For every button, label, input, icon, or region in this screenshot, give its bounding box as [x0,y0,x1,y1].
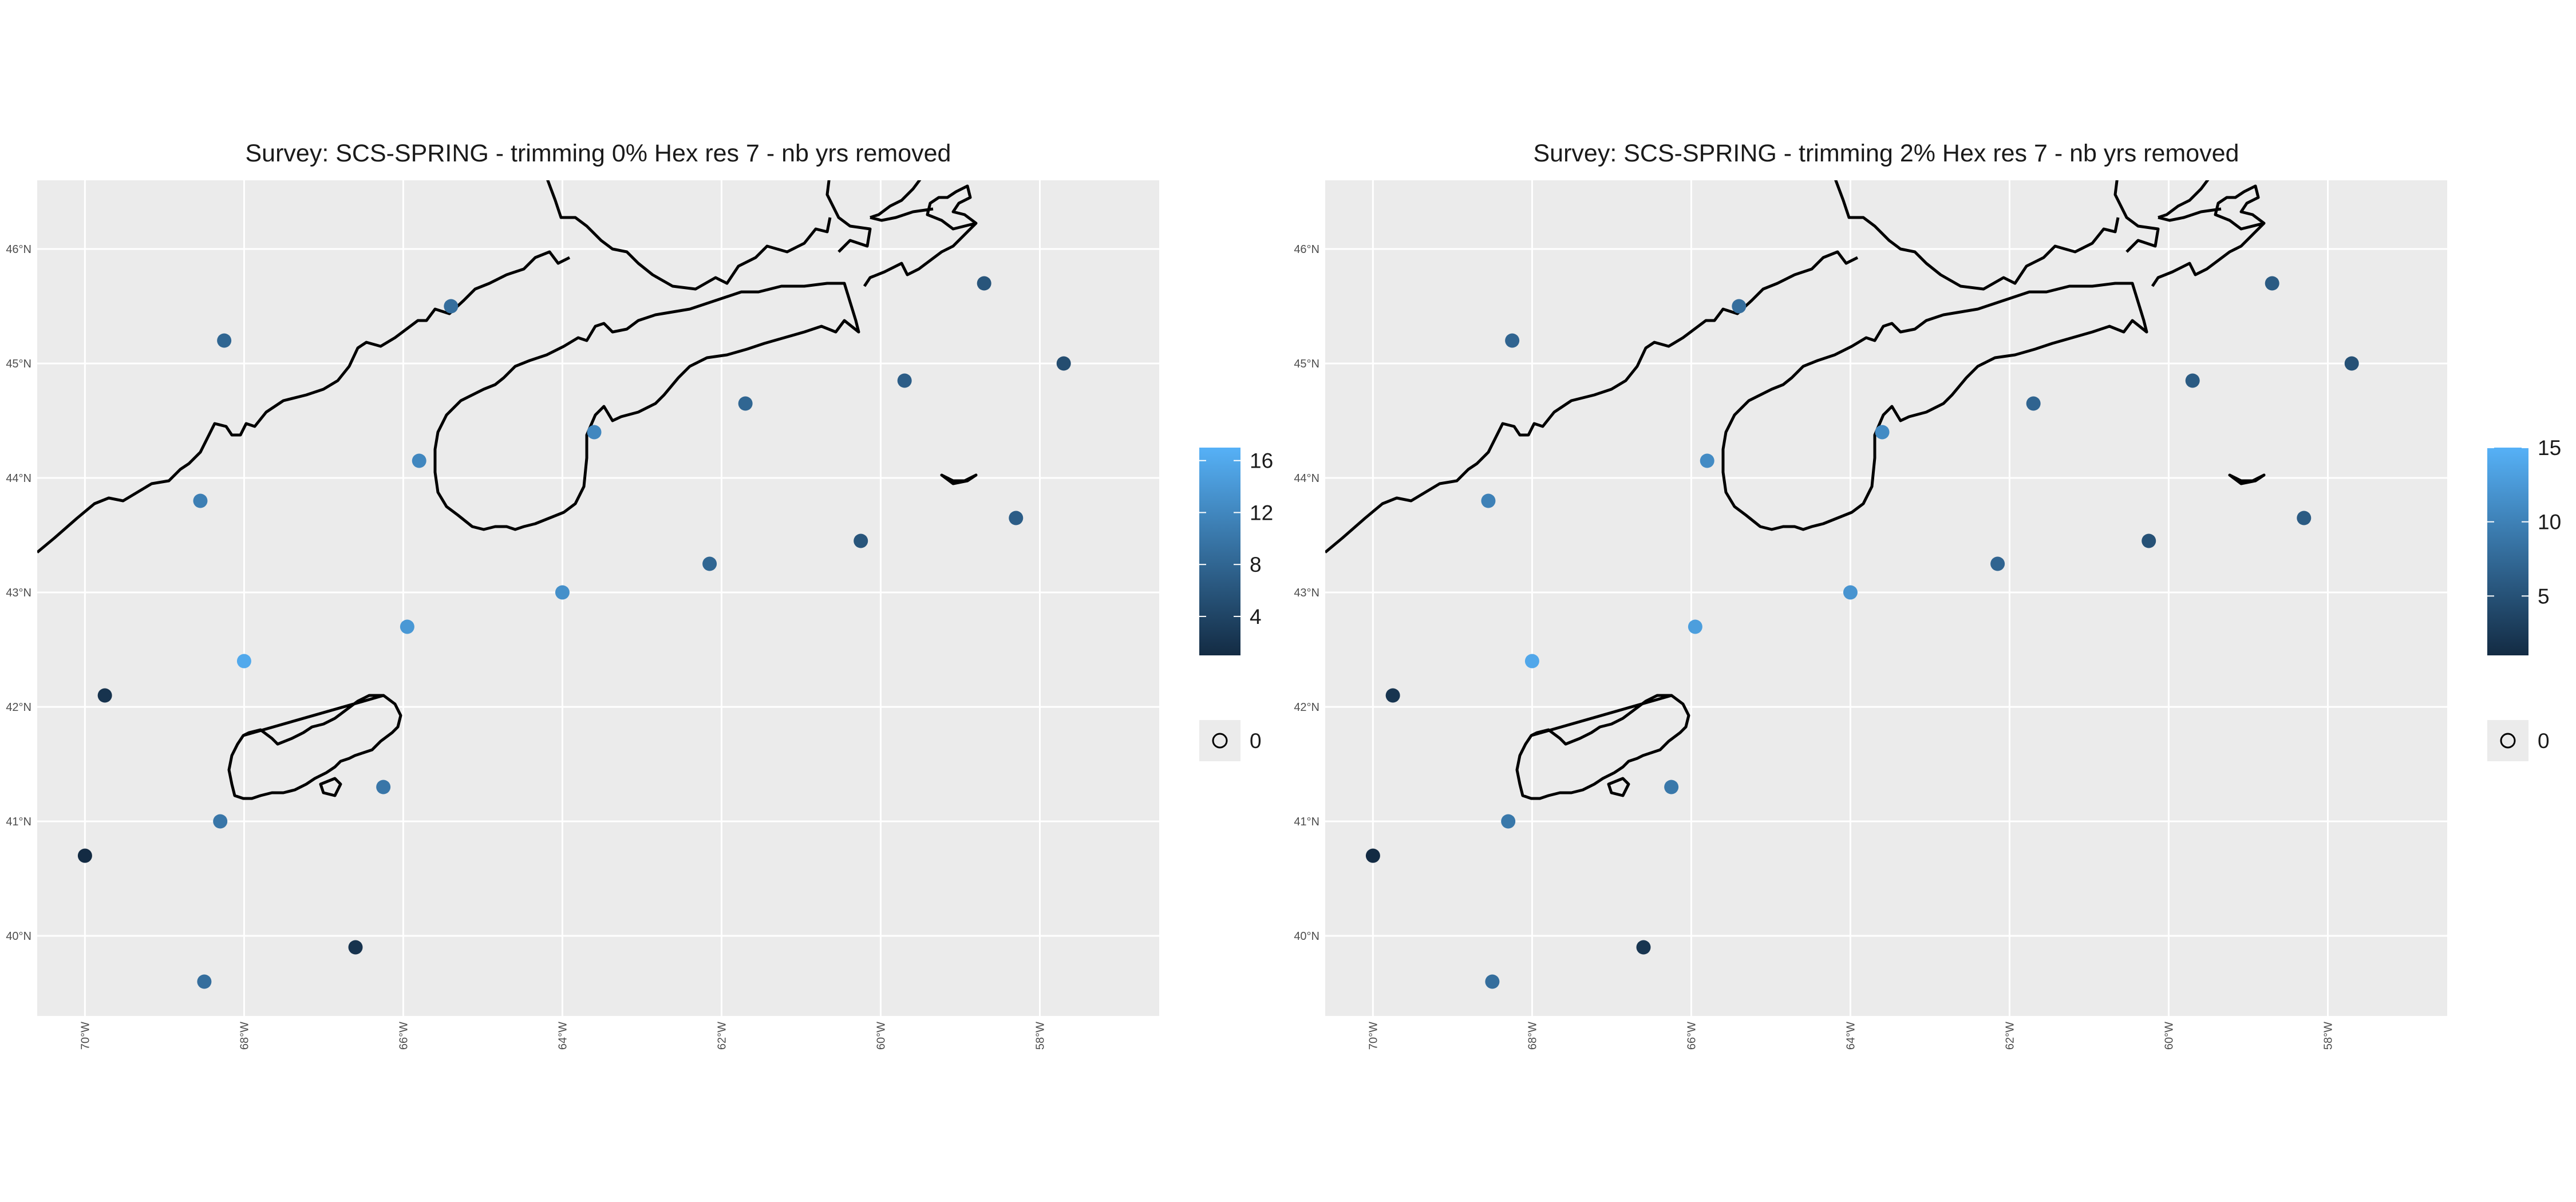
y-tick-label: 40°N [1294,930,1319,943]
survey-point [897,373,912,388]
zero-value-legend: 0 [2487,720,2550,761]
survey-point [977,276,991,291]
survey-point [702,556,717,571]
y-tick-label: 46°N [6,243,31,256]
survey-point [1485,974,1500,989]
survey-point [1700,453,1714,468]
survey-point [1505,333,1520,348]
x-tick-label: 62°W [2004,1022,2016,1050]
zero-key-label: 0 [2538,729,2550,753]
zero-key-label: 0 [1250,729,1262,753]
x-tick-label: 68°W [238,1022,251,1050]
colorbar [2487,448,2528,655]
survey-point [348,940,363,955]
survey-point [1732,299,1747,314]
survey-point [1688,619,1702,634]
survey-point [2297,511,2312,525]
y-tick-label: 43°N [6,587,31,599]
survey-point [400,619,414,634]
colorbar-tick-label: 16 [1250,449,1273,473]
survey-point [1990,556,2005,571]
map-panel-1: Survey: SCS-SPRING - trimming 0% Hex res… [6,140,1273,1050]
survey-point [1664,780,1679,794]
panel-title: Survey: SCS-SPRING - trimming 0% Hex res… [246,140,951,167]
map-panel-2: Survey: SCS-SPRING - trimming 2% Hex res… [1294,140,2561,1050]
x-tick-label: 60°W [2163,1022,2175,1050]
survey-point [97,688,112,703]
x-tick-label: 66°W [1685,1022,1698,1050]
survey-point [1365,848,1380,863]
y-tick-label: 40°N [6,930,31,943]
x-tick-label: 64°W [1844,1022,1857,1050]
survey-point [1056,356,1071,371]
survey-point [236,654,251,669]
x-tick-label: 66°W [397,1022,410,1050]
colorbar-tick-label: 4 [1250,605,1262,628]
survey-point [587,425,602,440]
y-tick-label: 43°N [1294,587,1319,599]
plot-background [37,180,1159,1016]
survey-point [2026,396,2041,411]
survey-point [444,299,459,314]
survey-point [1636,940,1651,955]
survey-point [193,493,208,508]
y-tick-label: 41°N [1294,816,1319,828]
survey-point [1481,493,1496,508]
y-tick-label: 46°N [1294,243,1319,256]
colorbar-tick-label: 15 [2538,436,2561,460]
survey-point [2185,373,2200,388]
x-tick-label: 58°W [1034,1022,1046,1050]
survey-point [738,396,753,411]
survey-point [1501,814,1516,829]
survey-point [1524,654,1539,669]
survey-point [77,848,92,863]
survey-point [197,974,212,989]
map-content [1325,180,2447,1016]
y-tick-label: 45°N [1294,358,1319,370]
survey-point [2142,533,2156,548]
survey-point [1875,425,1890,440]
x-tick-label: 62°W [716,1022,728,1050]
y-tick-label: 45°N [6,358,31,370]
x-tick-label: 64°W [556,1022,569,1050]
x-tick-label: 60°W [875,1022,887,1050]
survey-point [2265,276,2279,291]
survey-point [1009,511,1024,525]
zero-key-background [2487,720,2528,761]
x-tick-label: 68°W [1526,1022,1539,1050]
zero-key-symbol [1212,733,1228,749]
survey-point [376,780,391,794]
survey-point [2344,356,2359,371]
x-tick-label: 70°W [1367,1022,1380,1050]
colorbar [1199,448,1240,655]
survey-point [1385,688,1400,703]
survey-point [217,333,232,348]
survey-point [1843,585,1858,600]
zero-key-symbol [2500,733,2516,749]
zero-value-legend: 0 [1199,720,1262,761]
y-tick-label: 41°N [6,816,31,828]
colorbar-tick-label: 12 [1250,501,1273,524]
survey-point [213,814,228,829]
map-content [37,180,1159,1016]
x-tick-label: 58°W [2322,1022,2334,1050]
panel-title: Survey: SCS-SPRING - trimming 2% Hex res… [1534,140,2239,167]
survey-point [854,533,868,548]
colorbar-tick-label: 5 [2538,584,2550,608]
survey-point [555,585,570,600]
y-tick-label: 44°N [6,472,31,485]
plot-background [1325,180,2447,1016]
survey-point [412,453,426,468]
colorbar-legend: 15 10 5 [2487,436,2561,655]
y-tick-label: 44°N [1294,472,1319,485]
colorbar-tick-label: 10 [2538,511,2561,534]
colorbar-tick-label: 8 [1250,553,1262,576]
y-tick-label: 42°N [1294,701,1319,714]
zero-key-background [1199,720,1240,761]
x-tick-label: 70°W [79,1022,92,1050]
y-tick-label: 42°N [6,701,31,714]
map-panels: Survey: SCS-SPRING - trimming 0% Hex res… [6,140,2561,1050]
colorbar-legend: 16 12 8 4 [1199,448,1273,655]
